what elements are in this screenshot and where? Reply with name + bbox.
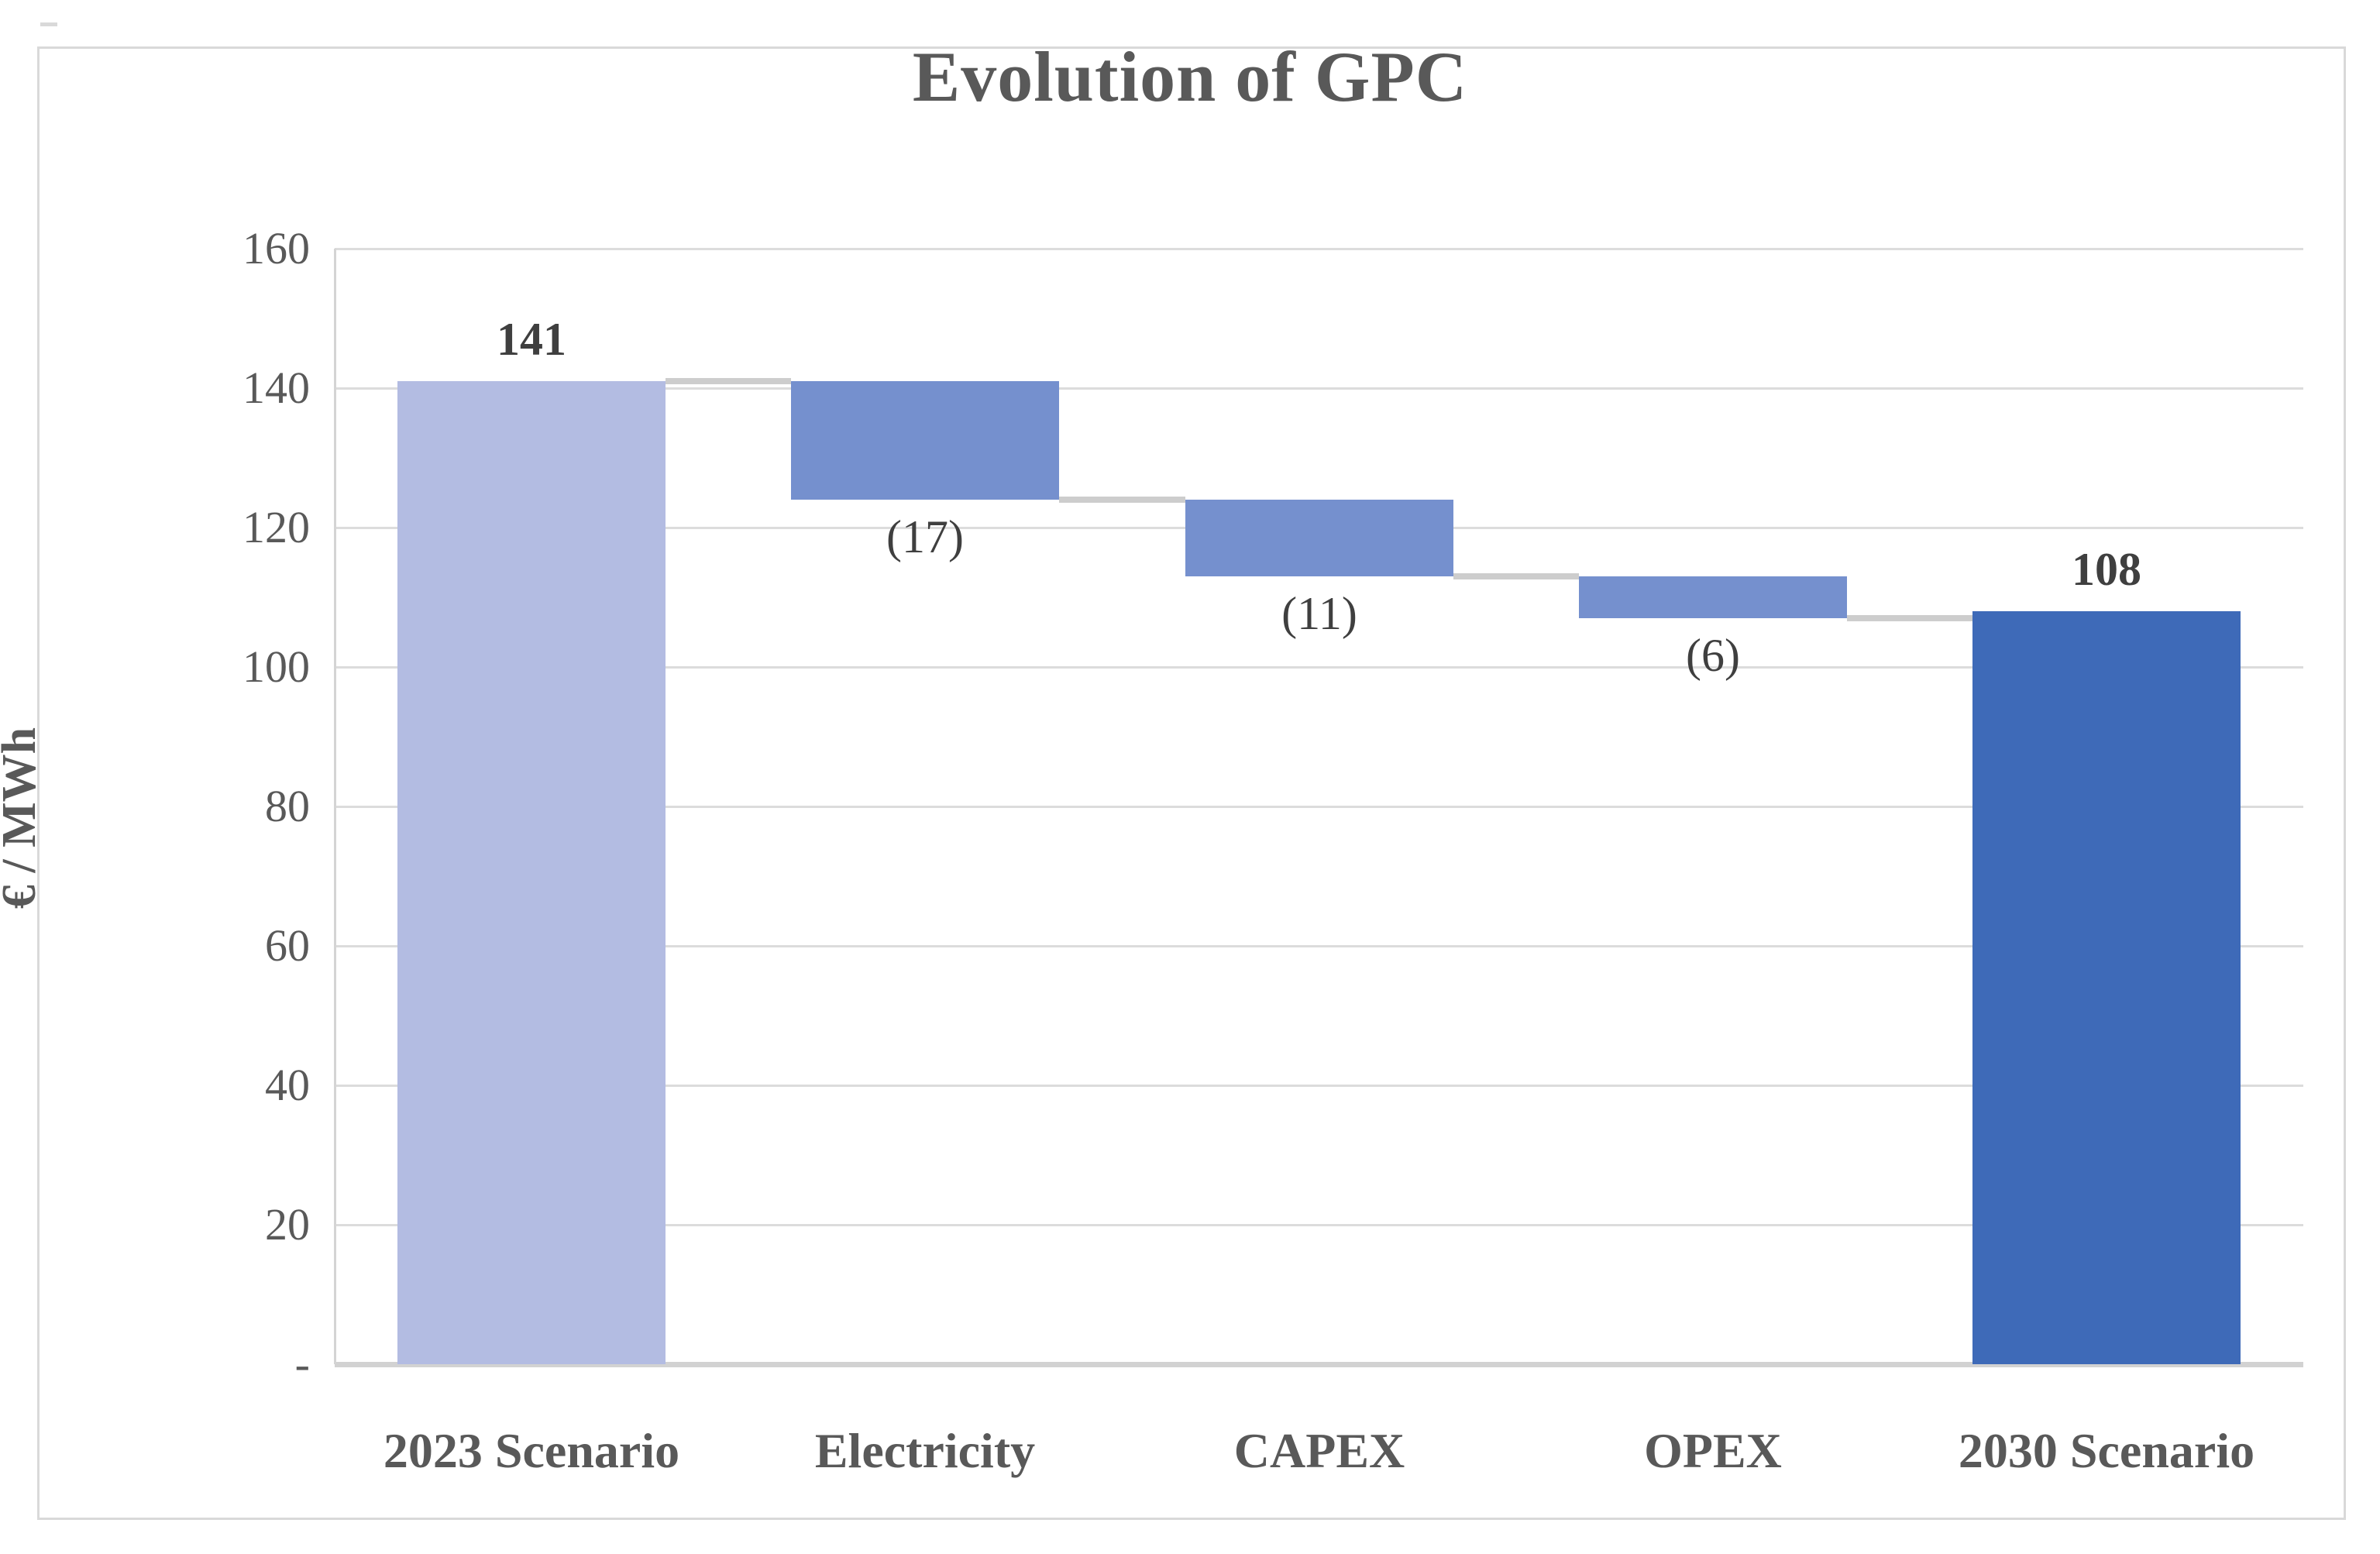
x-label-capex: CAPEX: [1233, 1423, 1405, 1478]
chart-title: Evolution of GPC: [912, 37, 1468, 116]
y-axis-title: € / MWh: [0, 727, 46, 909]
gridline-140: [335, 387, 2303, 390]
y-tick-20: 20: [265, 1199, 310, 1250]
connector-3: [1453, 573, 1579, 579]
bar-electricity: [791, 381, 1059, 500]
y-tick-160: 160: [242, 223, 310, 273]
gridline-160: [335, 248, 2303, 250]
value-label-opex: (6): [1686, 630, 1740, 681]
bar-2030-scenario: [1972, 611, 2241, 1364]
value-label-capex: (11): [1281, 588, 1357, 639]
y-tick-60: 60: [265, 920, 310, 971]
gridline-80: [335, 806, 2303, 808]
y-tick-140: 140: [242, 363, 310, 413]
value-label-electricity: (17): [886, 511, 964, 562]
y-tick-80: 80: [265, 781, 310, 831]
gridline-60: [335, 945, 2303, 947]
x-axis-baseline: [335, 1362, 2303, 1367]
y-tick-0: -: [294, 1339, 310, 1389]
connector-1: [666, 378, 791, 384]
gridline-100: [335, 666, 2303, 669]
gridline-40: [335, 1085, 2303, 1087]
bar-capex: [1185, 500, 1453, 576]
bar-opex: [1579, 576, 1847, 618]
corner-artifact-dash: [40, 22, 57, 26]
y-tick-100: 100: [242, 641, 310, 692]
y-tick-40: 40: [265, 1060, 310, 1110]
value-label-2023-scenario: 141: [497, 314, 566, 365]
x-label-2030-scenario: 2030 Scenario: [1958, 1423, 2255, 1478]
value-label-2030-scenario: 108: [2072, 544, 2141, 595]
x-label-2023-scenario: 2023 Scenario: [383, 1423, 680, 1478]
x-label-opex: OPEX: [1644, 1423, 1782, 1478]
y-axis-line: [334, 249, 336, 1364]
x-label-electricity: Electricity: [814, 1423, 1036, 1478]
y-tick-120: 120: [242, 502, 310, 552]
gridline-20: [335, 1224, 2303, 1226]
bar-2023-scenario: [397, 381, 666, 1364]
connector-4: [1847, 615, 1972, 621]
connector-2: [1059, 497, 1185, 503]
